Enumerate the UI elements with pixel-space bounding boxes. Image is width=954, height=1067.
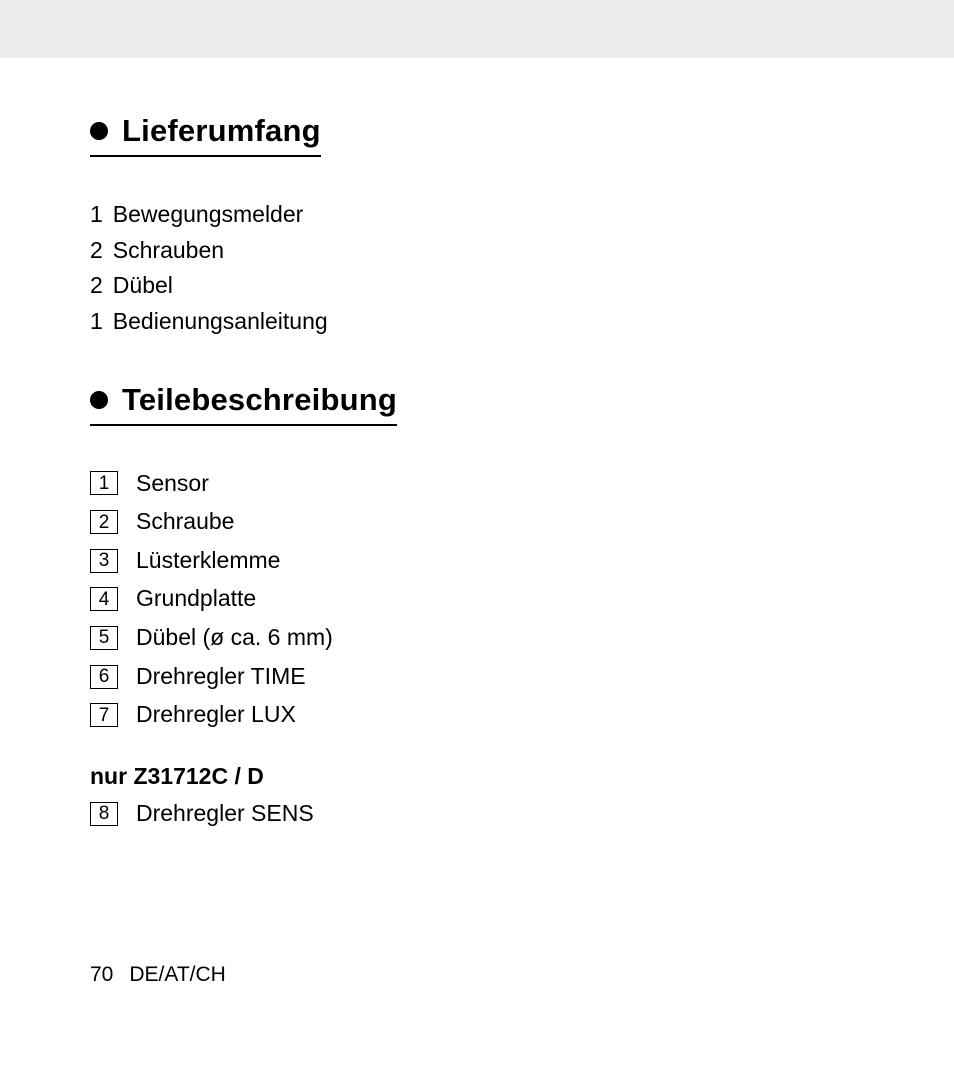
page-footer: 70 DE/AT/CH [90,963,226,987]
item-label: Dübel [113,268,173,304]
part-label: Sensor [136,466,209,502]
section-heading-teilebeschreibung: Teilebeschreibung [90,382,397,426]
item-label: Schrauben [113,233,224,269]
manual-page: Lieferumfang 1 Bewegungsmelder 2 Schraub… [0,58,954,1067]
list-item: 3 Lüsterklemme [90,543,864,579]
part-number-box: 8 [90,802,118,826]
item-qty: 1 [90,304,103,340]
item-qty: 2 [90,268,103,304]
list-item: 2 Schraube [90,504,864,540]
region-code: DE/AT/CH [129,963,225,987]
list-item: 8 Drehregler SENS [90,796,864,832]
list-item: 7 Drehregler LUX [90,697,864,733]
parts-list: 1 Sensor 2 Schraube 3 Lüsterklemme 4 Gru… [90,466,864,733]
part-label: Grundplatte [136,581,256,617]
item-label: Bedienungsanleitung [113,304,328,340]
part-number-box: 4 [90,587,118,611]
section-heading-lieferumfang: Lieferumfang [90,113,321,157]
part-label: Schraube [136,504,234,540]
page-number: 70 [90,963,113,987]
item-qty: 2 [90,233,103,269]
part-number-box: 2 [90,510,118,534]
part-label: Dübel (ø ca. 6 mm) [136,620,333,656]
heading-text: Lieferumfang [122,113,321,149]
part-number-box: 3 [90,549,118,573]
bullet-icon [90,122,108,140]
part-label: Drehregler LUX [136,697,296,733]
list-item: 4 Grundplatte [90,581,864,617]
part-number-box: 1 [90,471,118,495]
list-item: 5 Dübel (ø ca. 6 mm) [90,620,864,656]
parts-list-sub: 8 Drehregler SENS [90,796,864,832]
part-label: Drehregler TIME [136,659,306,695]
subsection-heading: nur Z31712C / D [90,763,864,790]
part-number-box: 6 [90,665,118,689]
scope-of-delivery-list: 1 Bewegungsmelder 2 Schrauben 2 Dübel 1 … [90,197,864,340]
item-qty: 1 [90,197,103,233]
list-item: 1 Bedienungsanleitung [90,304,864,340]
part-number-box: 7 [90,703,118,727]
list-item: 6 Drehregler TIME [90,659,864,695]
list-item: 2 Schrauben [90,233,864,269]
heading-text: Teilebeschreibung [122,382,397,418]
list-item: 1 Bewegungsmelder [90,197,864,233]
item-label: Bewegungsmelder [113,197,304,233]
part-number-box: 5 [90,626,118,650]
part-label: Drehregler SENS [136,796,314,832]
list-item: 1 Sensor [90,466,864,502]
bullet-icon [90,391,108,409]
list-item: 2 Dübel [90,268,864,304]
part-label: Lüsterklemme [136,543,280,579]
